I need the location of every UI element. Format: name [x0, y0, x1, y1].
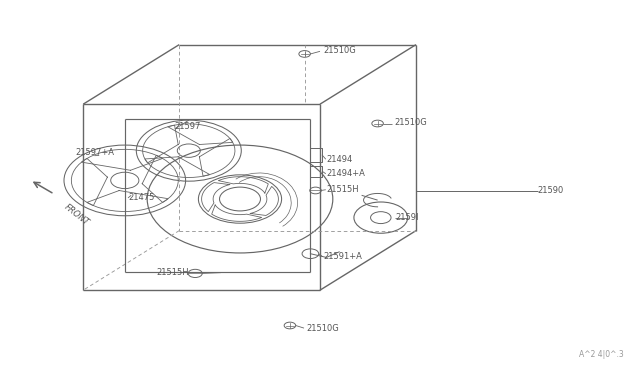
Text: 21494: 21494 — [326, 155, 353, 164]
Text: 21597: 21597 — [175, 122, 201, 131]
Text: FRONT: FRONT — [62, 202, 90, 227]
Text: 21494+A: 21494+A — [326, 169, 365, 178]
Text: 21510G: 21510G — [323, 46, 356, 55]
Text: 21475: 21475 — [128, 193, 154, 202]
Text: A^2 4|0^.3: A^2 4|0^.3 — [579, 350, 624, 359]
Text: 21591+A: 21591+A — [323, 252, 362, 261]
Text: 21510G: 21510G — [306, 324, 339, 333]
Text: 21510G: 21510G — [395, 118, 428, 127]
Text: 21590: 21590 — [538, 186, 564, 195]
Text: 21515H: 21515H — [326, 185, 359, 194]
Text: 2159I: 2159I — [396, 213, 419, 222]
Text: 21515H: 21515H — [157, 268, 189, 277]
Text: 21597+A: 21597+A — [76, 148, 115, 157]
